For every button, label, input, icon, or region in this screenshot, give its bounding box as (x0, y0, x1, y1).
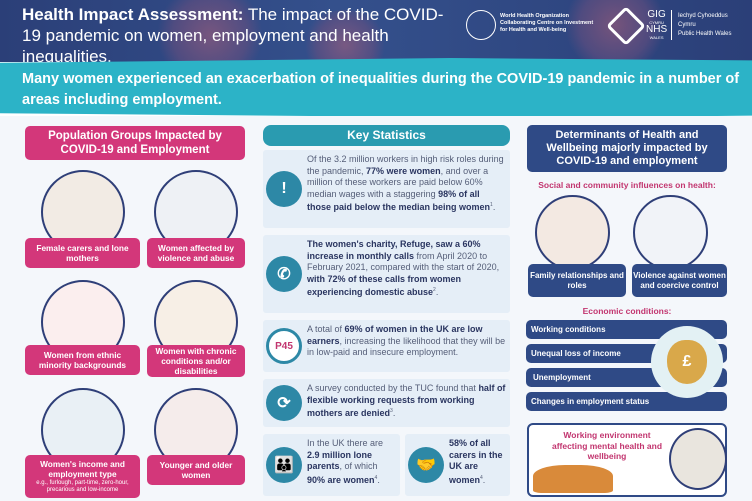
stat-card: ⟳ A survey conducted by the TUC found tha… (263, 379, 510, 427)
subtitle: Many women experienced an exacerbation o… (22, 71, 740, 108)
stat-card: P45 A total of 69% of women in the UK are… (263, 320, 510, 372)
reference-number: 1 (490, 202, 493, 208)
stat-highlight: 77% were women (366, 165, 441, 176)
reference-number: 3 (390, 408, 393, 414)
stat-text: The women's charity, Refuge, saw a 60% i… (307, 239, 500, 298)
header-banner (0, 0, 752, 62)
stat-phrase: Of the 3.2 million workers in high risk … (307, 154, 504, 176)
logo-gig: GIG (647, 9, 666, 20)
stat-card: 👪 In the UK there are 2.9 million lone pa… (263, 434, 400, 496)
logo-english-name: Public Health Wales (678, 31, 732, 37)
who-logo-text: World Health Organization Collaborating … (500, 13, 594, 33)
population-group-label: Younger and older women (147, 455, 245, 485)
relaxing-woman-illustration (533, 465, 613, 493)
population-group-label: Women from ethnic minority backgrounds (25, 345, 140, 375)
flexible-working-icon: ⟳ (266, 385, 302, 421)
population-group-label: Women affected by violence and abuse (147, 238, 245, 268)
stat-highlight: half of flexible working requests from w… (307, 383, 506, 418)
population-group-label: Female carers and lone mothers (25, 238, 140, 268)
phone-icon: ✆ (266, 256, 302, 292)
stat-highlight: with 72% of these calls from women exper… (307, 273, 462, 298)
group-label-text: Women affected by violence and abuse (157, 243, 235, 263)
stat-phrase: A total of (307, 324, 345, 334)
stat-highlight: 58% of all carers in the UK are women (449, 438, 503, 485)
stat-phrase: , and over a million of these workers ar… (307, 165, 489, 199)
population-groups-title: Population Groups Impacted by COVID-19 a… (25, 126, 245, 160)
stat-phrase: , increasing the likelihood that they wi… (307, 335, 506, 358)
stat-card: 🤝 58% of all carers in the UK are women4. (405, 434, 510, 496)
stat-text: A survey conducted by the TUC found that… (307, 383, 506, 418)
logo-welsh-name: Iechyd Cyhoeddus Cymru (678, 13, 728, 28)
stat-card: ✆ The women's charity, Refuge, saw a 60% … (263, 235, 510, 313)
money-bag-icon: £ (651, 326, 723, 398)
violence-coercive-label: Violence against women and coercive cont… (632, 264, 727, 297)
pound-symbol: £ (667, 340, 707, 384)
p45-text: P45 (275, 340, 293, 352)
family-illustration (535, 195, 610, 270)
social-heading: Social and community influences on healt… (538, 180, 716, 190)
group-label-text: Female carers and lone mothers (36, 243, 129, 263)
stat-phrase: A survey conducted by the TUC found that (307, 383, 479, 393)
logo-cymru: CYMRU (649, 20, 664, 25)
stat-text: Of the 3.2 million workers in high risk … (307, 154, 504, 213)
who-logo-icon (466, 10, 496, 40)
page-title: Health Impact Assessment: The impact of … (22, 4, 462, 67)
stat-highlight: 98% of all those paid below the median b… (307, 188, 491, 213)
violence-illustration (633, 195, 708, 270)
determinants-title: Determinants of Health and Wellbeing maj… (527, 125, 727, 172)
stressed-woman-illustration (669, 428, 727, 490)
group-label-text: Women from ethnic minority backgrounds (38, 350, 127, 370)
logo-nhs: NHS (646, 24, 668, 35)
stat-highlight: 90% are women (307, 474, 375, 485)
warning-virus-icon: ! (266, 171, 302, 207)
stat-text: A total of 69% of women in the UK are lo… (307, 324, 506, 359)
title-rest: The impact of the COVID-19 pandemic on w… (22, 5, 444, 66)
reference-number: 2 (433, 287, 436, 293)
stat-phrase: from April 2020 to February 2021, compar… (307, 250, 500, 273)
stat-text: 58% of all carers in the UK are women4. (449, 438, 503, 485)
population-group-label: Women's income and employment type e.g., … (25, 455, 140, 498)
stat-card: ! Of the 3.2 million workers in high risk… (263, 150, 510, 228)
logo-wales: WALES (649, 35, 664, 40)
subtitle-band (0, 58, 752, 118)
stat-highlight: The women's charity, Refuge, saw a 60% i… (307, 239, 481, 261)
key-statistics-title: Key Statistics (263, 125, 510, 146)
stat-text: In the UK there are 2.9 million lone par… (307, 438, 384, 485)
group-label-text: Younger and older women (159, 460, 233, 480)
mental-health-label: Working environment affecting mental hea… (551, 430, 663, 461)
family-relationships-label: Family relationships and roles (528, 264, 626, 297)
mental-health-box: Working environment affecting mental hea… (527, 423, 727, 497)
carer-icon: 🤝 (408, 447, 444, 483)
group-label-text: Women with chronic conditions and/or dis… (155, 346, 237, 376)
reference-number: 4 (374, 474, 378, 481)
stat-highlight: 2.9 million lone parents (307, 449, 373, 472)
group-note: e.g., furlough, part-time, zero-hour, pr… (36, 480, 129, 493)
population-group-label: Women with chronic conditions and/or dis… (147, 345, 245, 377)
group-label-text: Women's income and employment type (40, 459, 125, 479)
reference-number: 4 (480, 474, 483, 481)
economic-heading: Economic conditions: (582, 306, 672, 316)
stat-phrase: In the UK there are (307, 438, 384, 448)
title-bold: Health Impact Assessment: (22, 5, 244, 24)
lone-parent-icon: 👪 (266, 447, 302, 483)
stat-highlight: 69% of women in the UK are low earners (307, 324, 483, 346)
p45-form-icon: P45 (266, 328, 302, 364)
stat-phrase: , of which (339, 461, 378, 471)
